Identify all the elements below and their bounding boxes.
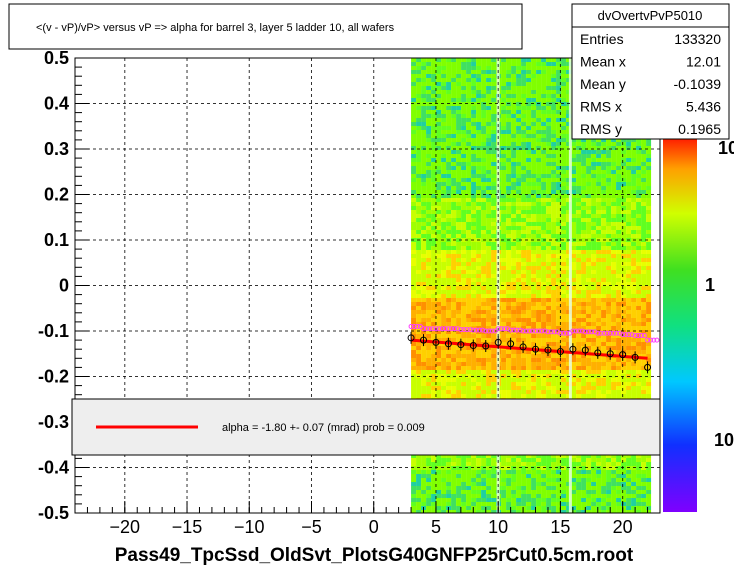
x-tick-label: 15 bbox=[550, 517, 570, 537]
y-tick-label: 0.5 bbox=[44, 48, 69, 68]
x-tick-label: −5 bbox=[301, 517, 322, 537]
palette-label-top: 10 bbox=[718, 138, 734, 158]
stats-value: 5.436 bbox=[686, 99, 721, 115]
y-tick-label: 0.3 bbox=[44, 139, 69, 159]
palette-label-bottom: 10 bbox=[714, 430, 734, 450]
y-tick-label: -0.5 bbox=[38, 503, 69, 523]
y-tick-label: 0.2 bbox=[44, 185, 69, 205]
x-tick-label: 0 bbox=[369, 517, 379, 537]
legend-text: alpha = -1.80 +- 0.07 (mrad) prob = 0.00… bbox=[222, 422, 425, 434]
stats-label: RMS y bbox=[580, 121, 622, 137]
stats-label: RMS x bbox=[580, 99, 622, 115]
y-tick-label: -0.2 bbox=[38, 367, 69, 387]
chart-title: <(v - vP)/vP> versus vP => alpha for bar… bbox=[36, 22, 395, 34]
stats-value: -0.1039 bbox=[674, 76, 722, 92]
stats-value: 0.1965 bbox=[678, 121, 721, 137]
x-tick-label: 10 bbox=[488, 517, 508, 537]
stats-name: dvOvertvPvP5010 bbox=[598, 8, 703, 23]
x-tick-label: 20 bbox=[613, 517, 633, 537]
y-tick-label: -0.4 bbox=[38, 458, 69, 478]
x-tick-label: −10 bbox=[234, 517, 265, 537]
x-tick-label: −20 bbox=[110, 517, 141, 537]
palette-label-mid: 1 bbox=[705, 275, 715, 295]
stats-box bbox=[572, 4, 729, 139]
y-tick-label: 0.4 bbox=[44, 94, 69, 114]
stats-value: 133320 bbox=[674, 31, 721, 47]
x-axis-footer: Pass49_TpcSsd_OldSvt_PlotsG40GNFP25rCut0… bbox=[115, 545, 634, 566]
x-tick-label: 5 bbox=[431, 517, 441, 537]
y-tick-label: -0.3 bbox=[38, 412, 69, 432]
x-tick-label: −15 bbox=[172, 517, 203, 537]
color-palette bbox=[663, 139, 697, 512]
y-tick-label: 0 bbox=[59, 276, 69, 296]
stats-label: Mean y bbox=[580, 76, 626, 92]
stats-label: Mean x bbox=[580, 54, 626, 70]
y-tick-label: 0.1 bbox=[44, 230, 69, 250]
stats-label: Entries bbox=[580, 31, 624, 47]
stats-value: 12.01 bbox=[686, 54, 721, 70]
y-tick-label: -0.1 bbox=[38, 321, 69, 341]
